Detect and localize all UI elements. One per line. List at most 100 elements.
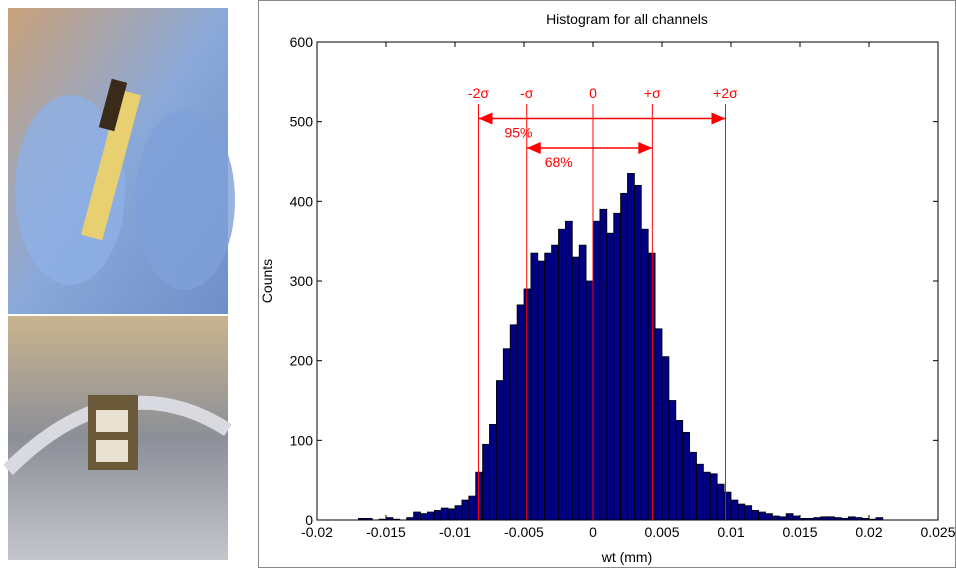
bar: [765, 513, 773, 521]
bar: [682, 431, 691, 521]
bar: [620, 192, 628, 521]
bar: [426, 511, 435, 521]
bar: [820, 516, 829, 521]
photo-sensor: [3, 316, 232, 560]
bar: [551, 244, 559, 521]
bar: [578, 244, 587, 521]
bar: [703, 471, 711, 521]
bar: [709, 473, 718, 521]
bar: [530, 252, 539, 521]
bar: [606, 232, 615, 521]
y-tick-label: 600: [290, 34, 314, 50]
y-tick-label: 200: [290, 353, 314, 369]
x-tick-label: 0.01: [717, 524, 744, 540]
sigma-label: -σ: [520, 85, 534, 101]
bar: [482, 443, 490, 521]
bar: [696, 463, 704, 521]
y-axis-label: Counts: [259, 259, 275, 303]
bar: [751, 510, 760, 521]
range-label: 95%: [504, 124, 532, 140]
bar: [378, 518, 387, 521]
bar: [454, 505, 463, 521]
bar: [502, 348, 511, 521]
bar: [495, 380, 504, 521]
y-tick-label: 300: [290, 273, 314, 289]
bar: [420, 513, 428, 521]
bar: [357, 518, 366, 521]
y-tick-label: 400: [290, 193, 314, 209]
bar: [827, 516, 835, 521]
x-tick-label: 0.02: [855, 524, 882, 540]
bar: [433, 510, 442, 521]
bar: [654, 328, 663, 521]
bar: [544, 252, 553, 521]
x-tick-label: 0: [589, 524, 597, 540]
bar: [730, 499, 739, 521]
bar: [413, 511, 421, 521]
x-tick-label: -0.015: [366, 524, 406, 540]
y-tick-label: 0: [305, 512, 313, 528]
bar: [627, 173, 635, 521]
bar: [475, 471, 484, 521]
bar: [447, 508, 456, 521]
bar: [571, 256, 580, 521]
bar: [364, 518, 373, 521]
bar: [875, 517, 884, 521]
sigma-label: +σ: [644, 85, 661, 101]
bar: [468, 495, 477, 521]
bar: [558, 228, 566, 521]
sigma-label: -2σ: [468, 85, 489, 101]
x-axis-label: wt (mm): [601, 549, 653, 565]
bar: [509, 324, 518, 521]
arrow-head: [526, 141, 653, 154]
bar: [565, 220, 573, 521]
bar: [634, 184, 642, 521]
bar: [613, 212, 622, 521]
x-tick-label: 0.025: [920, 524, 955, 540]
bar: [392, 518, 401, 521]
bar: [778, 516, 787, 521]
bar: [406, 517, 415, 521]
y-tick-label: 100: [290, 432, 314, 448]
bar: [868, 518, 877, 521]
bar: [785, 513, 794, 521]
bar: [737, 503, 746, 521]
bar: [668, 400, 677, 521]
range-label: 68%: [545, 154, 573, 170]
bar: [689, 451, 697, 521]
x-tick-label: -0.005: [504, 524, 544, 540]
bar: [834, 517, 842, 521]
sigma-label: 0: [589, 85, 597, 101]
bar: [806, 518, 815, 521]
bar: [854, 517, 863, 521]
bar: [813, 517, 822, 521]
x-tick-label: 0.015: [782, 524, 817, 540]
bar: [716, 483, 725, 521]
chart-title: Histogram for all channels: [546, 11, 708, 27]
bar: [461, 499, 470, 521]
bar: [847, 516, 856, 521]
bar: [523, 288, 532, 521]
photo-glove: [8, 8, 235, 314]
x-tick-label: -0.02: [301, 524, 333, 540]
bar: [861, 518, 870, 521]
bar: [385, 517, 394, 521]
bar: [841, 518, 849, 521]
bar: [647, 252, 656, 521]
bar: [516, 304, 525, 521]
bar: [675, 420, 684, 521]
bar: [592, 220, 601, 521]
bar: [758, 511, 766, 521]
bar: [792, 515, 801, 521]
bar: [640, 228, 649, 521]
bar: [772, 515, 780, 521]
bar: [537, 260, 546, 521]
bar: [599, 208, 608, 521]
bar: [744, 505, 753, 521]
bar: [661, 356, 670, 521]
sigma-label: +2σ: [713, 85, 738, 101]
y-tick-label: 500: [290, 114, 314, 130]
x-tick-label: -0.01: [439, 524, 471, 540]
